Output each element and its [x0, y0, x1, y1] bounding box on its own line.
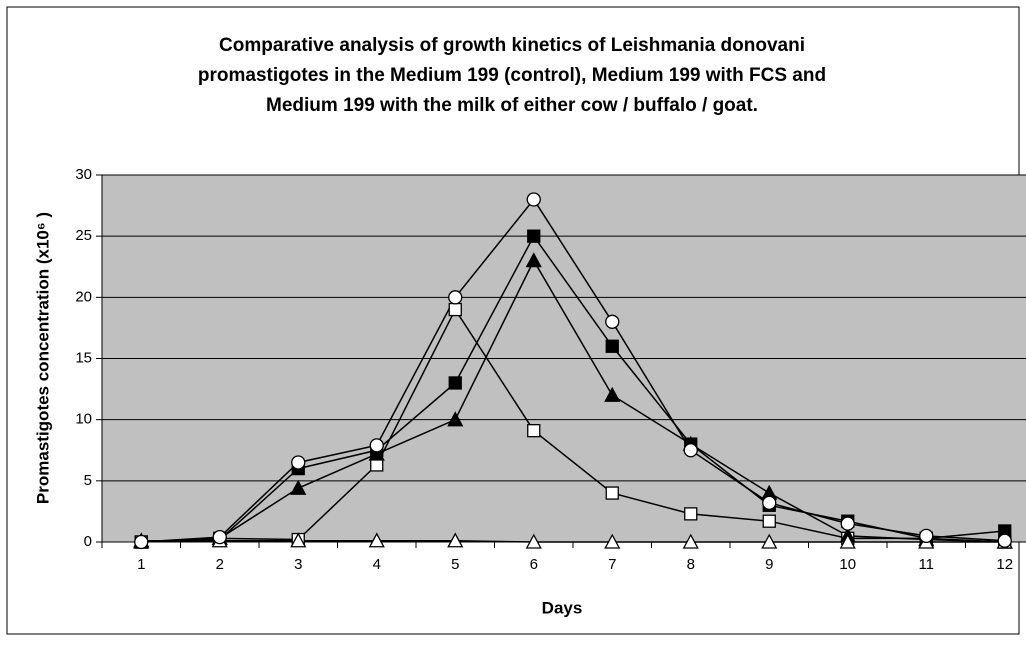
chart-title: Medium 199 with the milk of either cow /…: [266, 95, 758, 116]
point: [448, 376, 462, 390]
point: [604, 533, 621, 549]
y-tick-label: 0: [84, 533, 92, 550]
point: [527, 424, 541, 438]
point: [212, 529, 227, 545]
x-tick-label: 11: [918, 556, 934, 573]
x-tick-label: 2: [216, 556, 224, 573]
y-tick-label: 25: [75, 227, 92, 244]
y-tick-label: 30: [75, 166, 92, 183]
y-tick-label: 20: [75, 288, 92, 305]
point: [290, 479, 307, 495]
point: [761, 533, 778, 549]
point: [839, 533, 856, 549]
point: [605, 486, 619, 500]
x-tick-label: 9: [765, 556, 773, 573]
x-tick-label: 3: [294, 556, 302, 573]
series-line: [141, 234, 1005, 543]
point: [370, 458, 384, 472]
point: [525, 252, 542, 268]
point: [369, 438, 384, 453]
point: [682, 533, 699, 549]
chart-title: promastigotes in the Medium 199 (control…: [198, 65, 826, 86]
x-tick-label: 12: [996, 556, 1013, 573]
x-tick-label: 5: [451, 556, 459, 573]
point: [525, 533, 542, 549]
point: [448, 302, 462, 317]
point: [604, 386, 621, 402]
y-axis-title: Promastigotes concentration (x10⁶ ): [33, 212, 52, 504]
x-tick-label: 7: [608, 556, 616, 573]
point: [527, 229, 541, 243]
series-line: [141, 198, 1005, 543]
point: [448, 290, 463, 305]
series-line: [141, 308, 1005, 543]
x-tick-label: 1: [137, 556, 145, 573]
series-line: [141, 259, 1005, 543]
point: [290, 532, 307, 548]
point: [840, 516, 855, 531]
point: [762, 514, 776, 528]
point: [762, 495, 777, 511]
point: [447, 532, 464, 548]
point: [134, 534, 149, 550]
point: [684, 507, 698, 521]
point: [997, 533, 1012, 548]
point: [291, 455, 306, 470]
chart-title: Comparative analysis of growth kinetics …: [219, 35, 805, 56]
point: [919, 528, 934, 544]
x-axis-title: Days: [542, 598, 583, 617]
series-line: [141, 540, 1005, 543]
point: [447, 411, 464, 427]
point: [526, 192, 541, 207]
point: [605, 339, 619, 353]
y-tick-label: 10: [75, 411, 92, 428]
point: [605, 314, 620, 329]
point: [368, 532, 385, 548]
y-tick-label: 15: [75, 349, 92, 366]
point: [368, 445, 385, 461]
point: [683, 443, 698, 458]
x-tick-label: 8: [687, 556, 695, 573]
y-tick-label: 5: [84, 472, 92, 489]
x-tick-label: 6: [530, 556, 538, 573]
x-tick-label: 10: [839, 556, 856, 573]
x-tick-label: 4: [373, 556, 381, 573]
